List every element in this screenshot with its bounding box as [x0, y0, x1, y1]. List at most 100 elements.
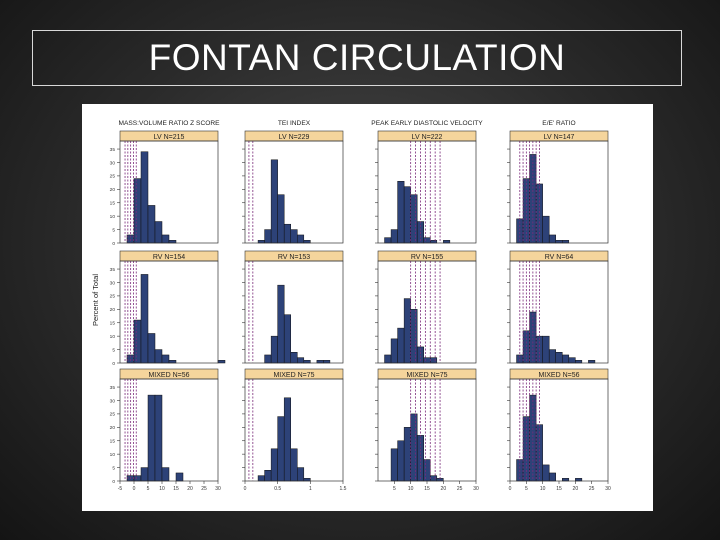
x-tick-label: 10 [159, 486, 165, 492]
slide-title: FONTAN CIRCULATION [148, 37, 566, 78]
histogram-bar [277, 416, 285, 482]
histogram-bar [168, 240, 177, 244]
y-tick-label: 5 [112, 465, 115, 471]
histogram-figure: MASS:VOLUME RATIO Z SCORE LV N=215 0 5 10 15 2… [82, 104, 653, 511]
y-tick-label: 15 [110, 201, 116, 207]
panel-frame [244, 140, 344, 244]
histogram-bar [535, 183, 543, 244]
histogram-bar [403, 427, 411, 482]
histogram-bar [397, 440, 405, 482]
histogram-bar [297, 234, 305, 244]
histogram-bar [270, 159, 278, 244]
histogram-bar [423, 237, 431, 244]
x-tick-label: 15 [424, 486, 430, 492]
histogram-bar [410, 194, 418, 244]
histogram-bar [323, 360, 331, 364]
histogram-bar [175, 472, 184, 482]
y-tick-label: 20 [110, 187, 116, 193]
x-tick-label: 1 [309, 486, 312, 492]
histogram-bar [542, 335, 550, 364]
histogram-bar [161, 234, 170, 244]
histogram-bar [303, 240, 311, 244]
histogram-bar [140, 274, 149, 364]
histogram-bar [562, 354, 570, 364]
histogram-bar [303, 478, 311, 482]
histogram-bar [555, 240, 563, 244]
y-tick-label: 0 [112, 361, 115, 367]
histogram-bar [575, 360, 583, 364]
histogram-bar [161, 354, 170, 364]
histogram-bar [410, 309, 418, 364]
y-axis-label: Percent of Total [91, 274, 100, 326]
panel-strip-label: LV N=229 [279, 134, 310, 141]
histogram-bar [297, 467, 305, 482]
panel-frame [377, 260, 477, 364]
histogram-bar [217, 360, 226, 364]
histogram-bar [529, 311, 537, 364]
histogram-bar [423, 459, 431, 482]
histogram-bar [264, 229, 272, 244]
y-tick-label: 0 [112, 241, 115, 247]
x-tick-label: 30 [215, 486, 221, 492]
y-tick-label: 35 [110, 385, 116, 391]
y-tick-label: 35 [110, 147, 116, 153]
column-title: MASS:VOLUME RATIO Z SCORE [119, 120, 221, 127]
histogram-bar [562, 478, 570, 482]
histogram-bar [397, 181, 405, 244]
panel-strip-label: LV N=147 [544, 134, 575, 141]
y-tick-label: 35 [110, 267, 116, 273]
histogram-bar [297, 357, 305, 364]
y-tick-label: 10 [110, 334, 116, 340]
x-tick-label: 15 [173, 486, 179, 492]
x-tick-label: 10 [540, 486, 546, 492]
histogram-bar [410, 413, 418, 482]
y-tick-label: 10 [110, 214, 116, 220]
histogram-bar [264, 470, 272, 482]
column-title: PEAK EARLY DIASTOLIC VELOCITY [371, 120, 483, 127]
histogram-bar [140, 151, 149, 244]
y-tick-label: 5 [112, 227, 115, 233]
histogram-bar [147, 394, 156, 482]
y-tick-label: 25 [110, 174, 116, 180]
histogram-bar [290, 229, 298, 244]
histogram-bar [161, 467, 170, 482]
histogram-bar [316, 360, 324, 364]
histogram-bar [588, 360, 596, 364]
histogram-bar [384, 237, 392, 244]
panel-strip-label: RV N=155 [411, 254, 443, 261]
x-tick-label: 30 [473, 486, 479, 492]
column-title: E/E' RATIO [542, 120, 575, 127]
x-tick-label: 0 [509, 486, 512, 492]
x-tick-label: 5 [393, 486, 396, 492]
y-tick-label: 0 [112, 479, 115, 485]
histogram-bar [270, 335, 278, 364]
histogram-bar [154, 349, 163, 364]
y-tick-label: 30 [110, 280, 116, 286]
x-tick-label: 20 [187, 486, 193, 492]
histogram-bar [154, 221, 163, 244]
panel-strip-label: RV N=64 [545, 254, 574, 261]
histogram-bar [575, 478, 583, 482]
histogram-bar [168, 360, 177, 364]
histogram-bar [423, 357, 431, 364]
histogram-bar [147, 205, 156, 244]
panel-frame [509, 260, 609, 364]
y-tick-label: 15 [110, 321, 116, 327]
histogram-bar [542, 215, 550, 244]
panel-strip-label: MIXED N=75 [406, 372, 447, 379]
x-tick-label: 25 [201, 486, 207, 492]
title-box: FONTAN CIRCULATION [32, 30, 682, 86]
panel-frame [509, 140, 609, 244]
x-tick-label: 0 [244, 486, 247, 492]
x-tick-label: 0.5 [274, 486, 281, 492]
histogram-bar [397, 327, 405, 364]
panel-strip-label: MIXED N=56 [148, 372, 189, 379]
x-tick-label: 5 [147, 486, 150, 492]
x-tick-label: 25 [589, 486, 595, 492]
histogram-bar [542, 464, 550, 482]
histogram-bar [568, 357, 576, 364]
panel-frame [377, 140, 477, 244]
histogram-bar [430, 240, 438, 244]
histogram-bar [133, 475, 142, 482]
